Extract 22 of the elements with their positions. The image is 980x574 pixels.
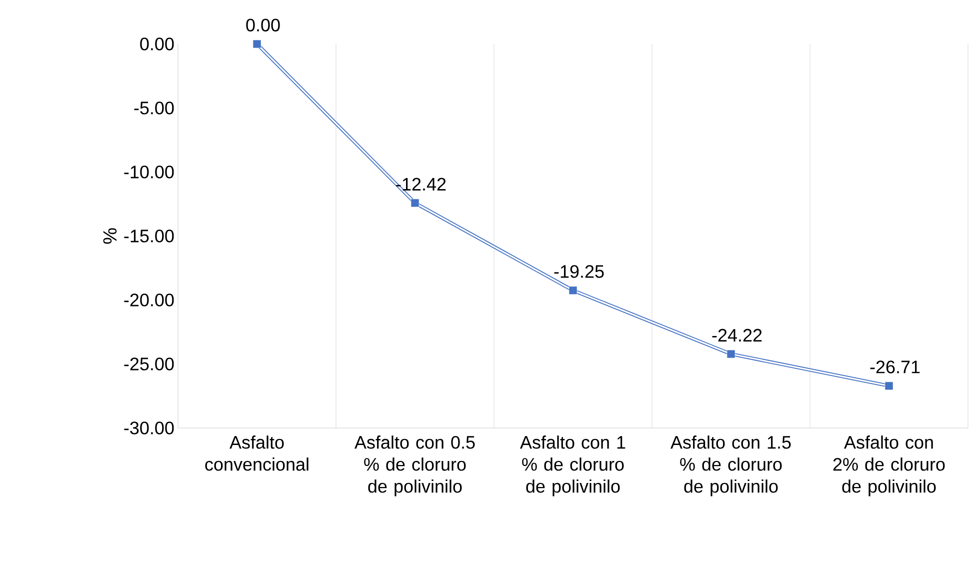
x-tick-label: Asfalto con 1 % de cloruro de polivinilo	[520, 436, 626, 496]
x-tick-label: Asfalto con 0.5 % de cloruro de polivinilo	[354, 436, 475, 496]
data-label: -19.25	[554, 265, 604, 278]
y-tick-label: -30.00	[124, 422, 174, 434]
y-tick-label: -20.00	[124, 294, 174, 306]
point	[252, 40, 262, 48]
x-tick-label: Asfalto con 2% de cloruro de polivinilo	[833, 436, 945, 496]
y-axis-title: %	[103, 228, 117, 244]
y-tick-label: -25.00	[124, 358, 174, 370]
y-tick-label: -15.00	[124, 230, 174, 242]
y-tick-label: 0.00	[140, 38, 174, 50]
x-tick-label: Asfalto con 1.5 % de cloruro de polivinilo	[670, 436, 791, 496]
y-tick-label: -5.00	[134, 102, 174, 114]
data-label: -24.22	[712, 328, 762, 342]
x-tick-label: Asfalto convencional	[205, 436, 308, 471]
point	[726, 350, 736, 358]
point	[568, 286, 578, 295]
point	[884, 382, 894, 390]
point	[410, 198, 420, 208]
data-label: 0.00	[246, 18, 280, 32]
y-tick-label: -10.00	[124, 166, 174, 178]
data-label: -26.71	[870, 360, 920, 374]
